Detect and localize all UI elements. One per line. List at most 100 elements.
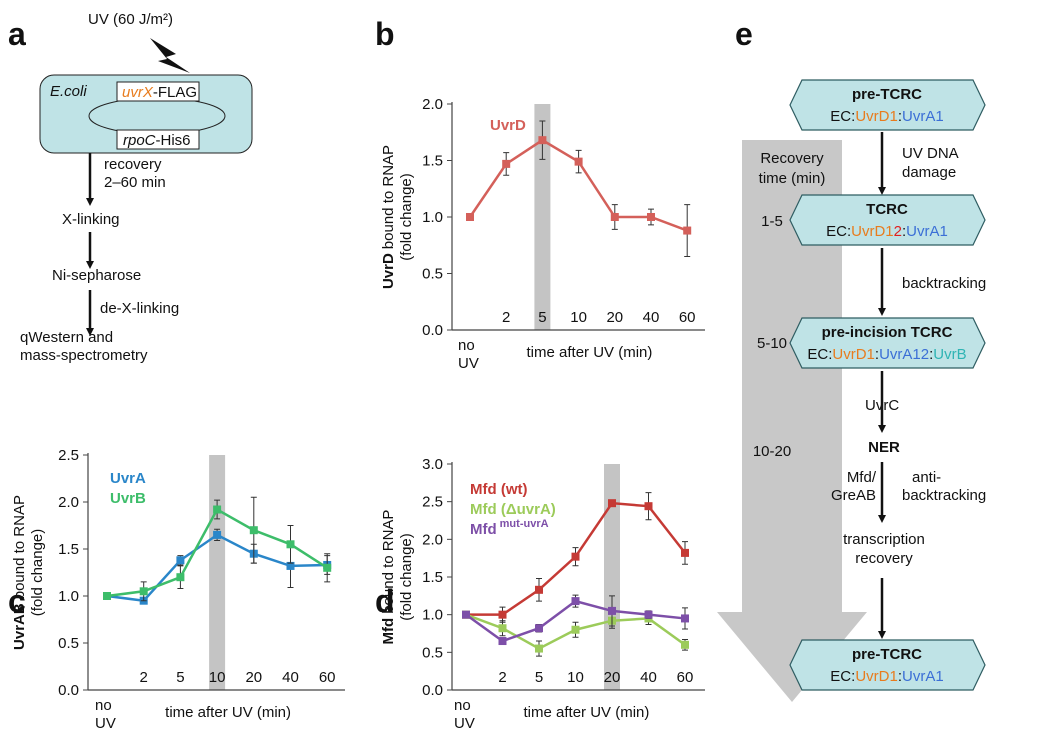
x-tick-label: 10 [209,669,226,686]
step: transcription [843,531,925,548]
point [213,530,222,539]
x-tick-label: no UV [454,697,475,732]
state-box [789,194,986,246]
state-box [789,639,986,691]
x-tick-label: 40 [282,669,299,686]
point [535,624,543,633]
x-axis-label: time after UV (min) [165,704,291,721]
x-tick-label: 60 [319,669,336,686]
part: UvrD1 [851,223,894,240]
step: anti- [912,469,941,486]
y-label-bold: UvrAB [11,603,28,650]
y-tick-label: 1.5 [422,153,443,170]
x-tick-label: 40 [640,669,657,686]
part: UvrD1 [832,346,875,363]
y-label-text: bound to RNAP [11,495,28,599]
part: EC: [830,668,855,685]
x-tick-label: 5 [538,309,546,326]
step: Ni-sepharose [52,267,141,284]
y-tick-label: 0.5 [422,644,443,661]
x-tick-label: no UV [458,337,479,372]
legend-name: UvrB [110,490,146,507]
step: Mfd/ [847,469,877,486]
step: de-X-linking [100,300,179,317]
point [681,548,689,557]
x-axis-label: time after UV (min) [524,704,650,721]
point [681,640,689,649]
point [176,556,185,565]
point [608,606,616,615]
step: UvrC [865,397,899,414]
x-tick-label: no UV [95,697,116,732]
y-tick-label: 2.5 [422,494,443,511]
chart: 0.0 0.5 1.0 1.5 2.0 2.5 3.0 no UV 2 5 10 20 40 60 time … [375,456,705,732]
y-tick-label: 1.0 [422,209,443,226]
timeline-title: Recovery [760,150,824,167]
part: : [898,668,902,685]
part: UvrD1 [855,108,898,125]
step: NER [868,439,900,456]
point [535,644,543,653]
y-tick-label: 2.0 [422,531,443,548]
point [644,610,653,619]
x-axis-label: time after UV (min) [527,344,653,361]
step: GreAB [831,487,876,504]
state-title: TCRC [866,201,908,218]
step: X-linking [62,211,120,228]
panel-label: d [375,583,395,619]
legend-name: Mfd (ΔuvrA) [470,501,556,518]
lightning-icon [150,38,190,73]
x-tick-label: 60 [679,309,696,326]
gene-label: rpoC-His6 [123,132,191,149]
point [498,637,507,646]
step: UV DNA [902,145,959,162]
panel-label: b [375,16,395,52]
x-tick-label: 10 [567,669,584,686]
y-label-bold: Mfd [380,618,397,645]
y-label-text: bound to RNAP [380,510,397,614]
legend-entry: UvrD [490,117,526,134]
y-tick-label: 1.5 [422,569,443,586]
point [574,157,583,166]
highlight-band [604,464,620,690]
point [571,552,580,561]
part: UvrB [933,346,966,363]
point [571,597,580,606]
gene-name: uvrX [122,84,154,101]
gene-label: uvrX-FLAG [122,84,197,101]
point [249,526,258,535]
state-box [789,79,986,131]
legend-name: Mfd [470,521,497,538]
legend-entry: UvrB [110,490,146,507]
step: recovery [855,550,913,567]
state-complex: EC:UvrD1:UvrA1 [830,108,943,125]
part: UvrA1 [902,668,944,685]
step: backtracking [902,275,986,292]
y-axis-label: (fold change) [398,173,415,261]
panel-label: c [8,583,26,619]
x-tick-label: 20 [604,669,621,686]
timeline-title: time (min) [759,170,826,187]
time: 5-10 [757,335,787,352]
point [681,614,689,623]
part: : [898,108,902,125]
chart: 0.0 0.5 1.0 1.5 2.0 2.5 no UV 2 5 10 20 40 60 time aft… [8,447,345,732]
point [644,502,653,511]
part: UvrA1 [906,223,948,240]
y-tick-label: 1.0 [422,607,443,624]
part: EC: [826,223,851,240]
y-tick-label: 2.5 [58,447,79,464]
x-tick-label: 40 [643,309,660,326]
gene-box [116,81,200,102]
point [139,587,148,596]
panel-a: a UV (60 J/m²) E.coli uvrX-FLAG rpoC-His… [8,11,253,364]
x-tick-label: 5 [535,669,543,686]
point [535,585,543,594]
point [466,213,474,221]
timeline-arrow [717,140,867,702]
panel-e: e Recovery time (min) 1-5 5-10 10-20 pre… [717,16,986,702]
y-label-text: bound to RNAP [380,145,397,249]
point [103,592,111,600]
legend-name: UvrD [490,117,526,134]
point [610,213,619,221]
